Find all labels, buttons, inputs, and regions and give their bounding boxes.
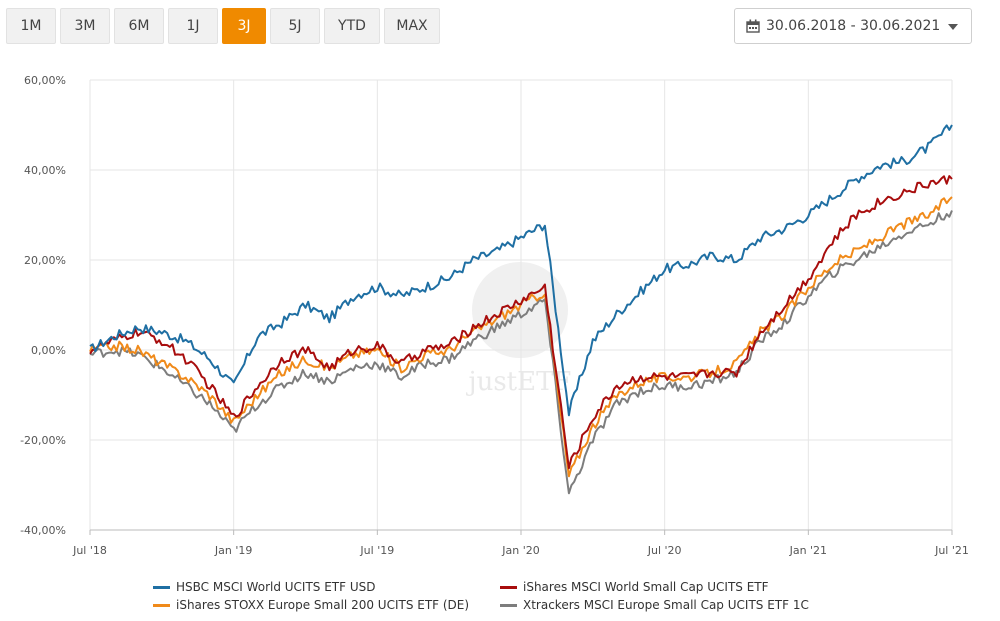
x-tick-label: Jul '19 xyxy=(359,544,394,557)
tab-3j[interactable]: 3J xyxy=(222,8,266,44)
legend-label: iShares STOXX Europe Small 200 UCITS ETF… xyxy=(176,598,470,612)
x-tick-label: Jul '21 xyxy=(934,544,969,557)
y-tick-label: 0,00% xyxy=(31,344,66,357)
tab-3m[interactable]: 3M xyxy=(60,8,110,44)
tab-6m[interactable]: 6M xyxy=(114,8,164,44)
x-tick-label: Jul '18 xyxy=(72,544,107,557)
legend-swatch xyxy=(500,586,517,589)
tab-1j[interactable]: 1J xyxy=(168,8,218,44)
series-line xyxy=(89,175,953,470)
x-tick-label: Jan '21 xyxy=(789,544,827,557)
y-tick-label: -20,00% xyxy=(20,434,66,447)
date-range-picker[interactable]: 30.06.2018 - 30.06.2021 xyxy=(734,8,972,44)
series-line xyxy=(89,210,953,495)
legend-swatch xyxy=(153,586,170,589)
x-tick-label: Jan '19 xyxy=(214,544,252,557)
tab-5j[interactable]: 5J xyxy=(270,8,320,44)
y-tick-label: 20,00% xyxy=(24,254,66,267)
chevron-down-icon xyxy=(948,24,958,30)
legend-label: iShares MSCI World Small Cap UCITS ETF xyxy=(523,580,769,594)
y-tick-label: 40,00% xyxy=(24,164,66,177)
tab-ytd[interactable]: YTD xyxy=(324,8,380,44)
series-line xyxy=(89,124,953,417)
legend-label: Xtrackers MSCI Europe Small Cap UCITS ET… xyxy=(523,598,809,612)
legend-swatch xyxy=(500,604,517,607)
tab-1m[interactable]: 1M xyxy=(6,8,56,44)
performance-chart: justETF -40,00%-20,00%0,00%20,00%40,00%6… xyxy=(20,74,969,557)
calendar-icon xyxy=(746,19,760,33)
date-range-text: 30.06.2018 - 30.06.2021 xyxy=(766,18,941,34)
tab-max[interactable]: MAX xyxy=(384,8,440,44)
y-tick-label: -40,00% xyxy=(20,524,66,537)
x-tick-label: Jan '20 xyxy=(501,544,539,557)
legend-swatch xyxy=(153,604,170,607)
x-tick-label: Jul '20 xyxy=(647,544,682,557)
legend-label: HSBC MSCI World UCITS ETF USD xyxy=(176,580,376,594)
y-tick-label: 60,00% xyxy=(24,74,66,87)
